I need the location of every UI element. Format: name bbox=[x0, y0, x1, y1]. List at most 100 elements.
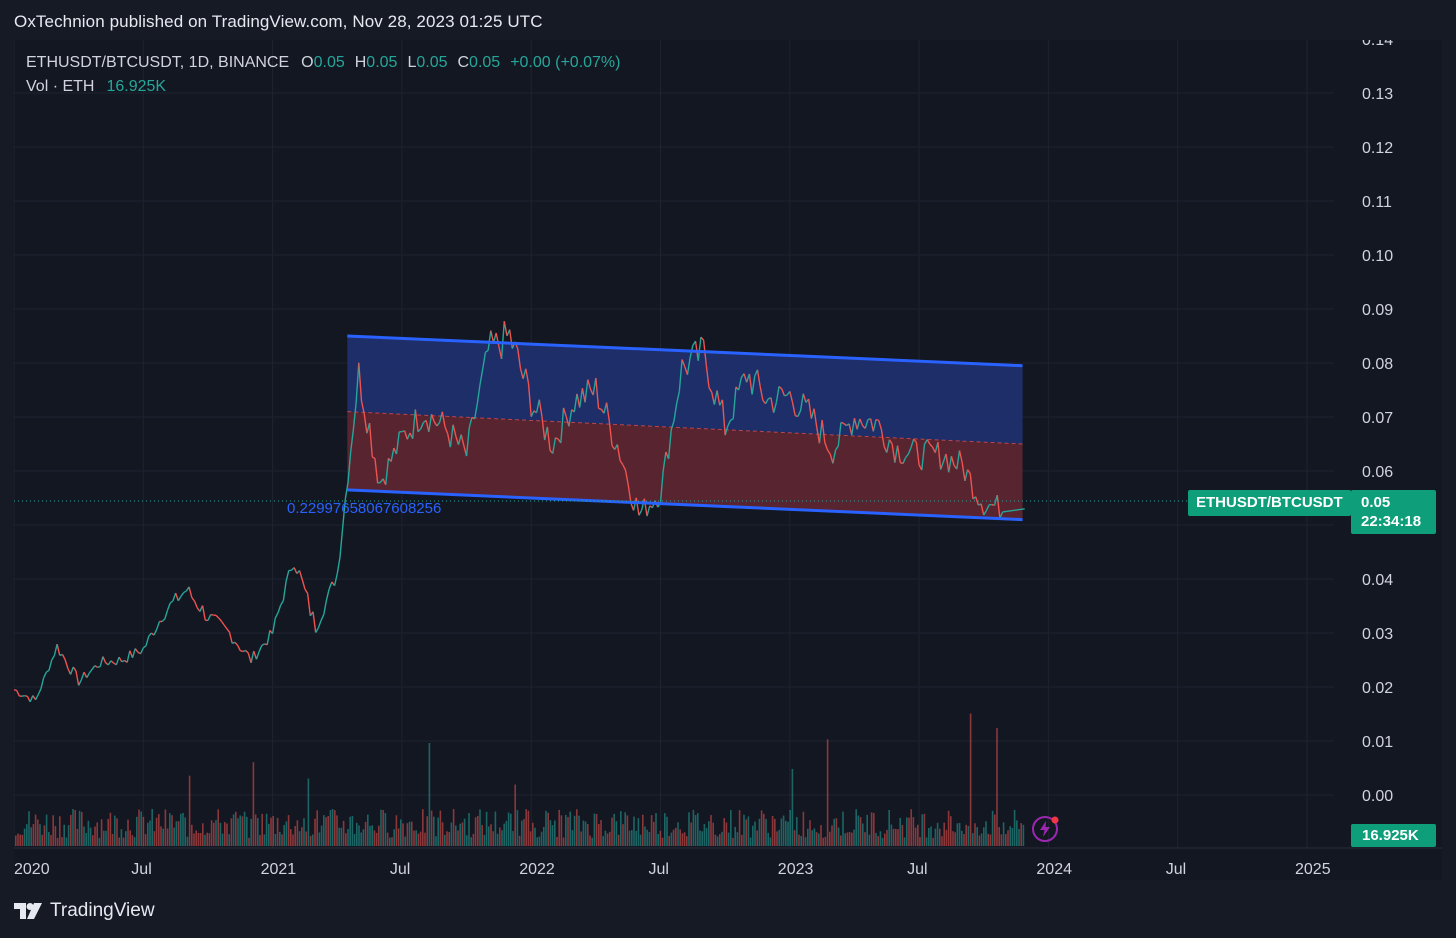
volume-bar bbox=[666, 816, 668, 846]
volume-bar bbox=[921, 814, 923, 846]
volume-bar bbox=[305, 831, 307, 846]
volume-bar bbox=[818, 833, 820, 846]
volume-bar bbox=[758, 818, 761, 846]
volume-bar bbox=[276, 817, 279, 846]
volume-bar bbox=[30, 827, 32, 846]
y-tick-label: 0.10 bbox=[1362, 248, 1393, 265]
price-segment bbox=[980, 503, 985, 516]
price-segment bbox=[781, 388, 786, 397]
volume-bar bbox=[483, 834, 486, 846]
volume-bar bbox=[947, 810, 950, 846]
volume-bar bbox=[413, 830, 415, 846]
volume-bar bbox=[422, 809, 424, 846]
price-segment bbox=[86, 672, 91, 679]
volume-bar bbox=[642, 814, 644, 846]
volume-bar bbox=[105, 830, 107, 846]
volume-bar bbox=[268, 823, 270, 846]
volume-bar bbox=[252, 762, 255, 846]
price-segment bbox=[891, 443, 896, 463]
price-segment bbox=[748, 373, 753, 395]
volume-bar bbox=[943, 822, 945, 846]
volume-bar bbox=[514, 784, 516, 846]
price-segment bbox=[282, 581, 287, 601]
volume-bar bbox=[142, 816, 145, 846]
volume-bar bbox=[39, 824, 41, 846]
volume-bar bbox=[67, 825, 70, 846]
volume-bar bbox=[732, 837, 734, 846]
y-tick-label: 0.04 bbox=[1362, 572, 1393, 589]
price-segment bbox=[102, 656, 107, 663]
volume-bar bbox=[213, 822, 215, 846]
volume-bar bbox=[692, 809, 695, 846]
price-segment bbox=[611, 445, 616, 450]
lightning-icon[interactable] bbox=[1031, 815, 1059, 843]
price-segment bbox=[975, 496, 980, 506]
price-segment bbox=[1002, 508, 1025, 513]
volume-bar bbox=[591, 837, 593, 846]
price-segment bbox=[236, 644, 241, 651]
price-segment bbox=[385, 458, 390, 485]
price-segment bbox=[829, 453, 834, 464]
volume-bar bbox=[329, 810, 332, 846]
price-segment bbox=[56, 644, 61, 656]
volume-bar bbox=[272, 816, 274, 846]
volume-bar bbox=[439, 810, 442, 846]
volume-bar bbox=[428, 742, 431, 846]
price-segment bbox=[595, 377, 600, 409]
price-segment bbox=[441, 411, 446, 427]
volume-bar bbox=[752, 825, 754, 846]
price-segment bbox=[835, 445, 839, 451]
volume-bar bbox=[116, 818, 118, 846]
volume-bar bbox=[716, 836, 719, 846]
x-tick-label: 2024 bbox=[1036, 861, 1072, 878]
price-segment bbox=[886, 439, 891, 453]
tradingview-logo[interactable]: TradingView bbox=[14, 900, 155, 922]
tradingview-logo-icon bbox=[14, 903, 42, 919]
volume-bar bbox=[617, 834, 620, 846]
volume-bar bbox=[897, 829, 899, 846]
chart-area[interactable]: 0.00 0.01 0.02 0.03 0.04 0.05 0.06 0.07 0.08 0.09… bbox=[14, 40, 1442, 880]
volume-bar bbox=[246, 816, 248, 846]
price-segment bbox=[730, 418, 734, 421]
price-segment bbox=[708, 387, 713, 393]
price-segment bbox=[923, 439, 928, 445]
volume-bar bbox=[279, 831, 281, 846]
volume-bar bbox=[543, 826, 545, 846]
price-segment bbox=[80, 671, 85, 681]
price-segment bbox=[145, 636, 150, 646]
x-tick-label: 2025 bbox=[1295, 861, 1331, 878]
price-chart[interactable]: 0.00 0.01 0.02 0.03 0.04 0.05 0.06 0.07 0.08 0.09… bbox=[14, 40, 1442, 880]
volume-bar bbox=[362, 829, 365, 846]
price-segment bbox=[37, 688, 42, 695]
price-segment bbox=[320, 614, 325, 621]
volume-bar bbox=[461, 822, 464, 846]
volume-bar bbox=[822, 837, 824, 846]
legend-symbol[interactable]: ETHUSDT/BTCUSDT, 1D, BINANCE bbox=[26, 54, 290, 71]
volume-bar bbox=[914, 827, 917, 846]
volume-bar bbox=[50, 834, 52, 846]
price-segment bbox=[869, 418, 874, 432]
volume-bar bbox=[958, 822, 961, 846]
price-segment bbox=[298, 570, 303, 580]
volume-bar bbox=[296, 820, 299, 846]
volume-bar bbox=[789, 809, 791, 846]
price-segment bbox=[395, 431, 400, 455]
volume-bar bbox=[336, 815, 338, 846]
volume-bar bbox=[529, 831, 532, 846]
price-segment bbox=[662, 451, 667, 471]
volume-bar bbox=[419, 831, 422, 846]
price-segment bbox=[530, 410, 535, 417]
price-segment bbox=[619, 460, 624, 466]
volume-bar bbox=[1002, 822, 1005, 846]
volume-bar bbox=[694, 815, 697, 846]
volume-bar bbox=[477, 815, 479, 846]
legend-open-label: O bbox=[301, 54, 314, 71]
legend-volume-label[interactable]: Vol · ETH bbox=[26, 78, 95, 95]
price-segment bbox=[452, 424, 457, 437]
price-segment bbox=[608, 421, 613, 446]
legend-change: +0.00 (+0.07%) bbox=[510, 54, 621, 71]
volume-bar bbox=[459, 823, 461, 846]
x-tick-label: 2022 bbox=[519, 861, 555, 878]
volume-bar bbox=[96, 822, 98, 846]
price-segment bbox=[724, 425, 729, 436]
